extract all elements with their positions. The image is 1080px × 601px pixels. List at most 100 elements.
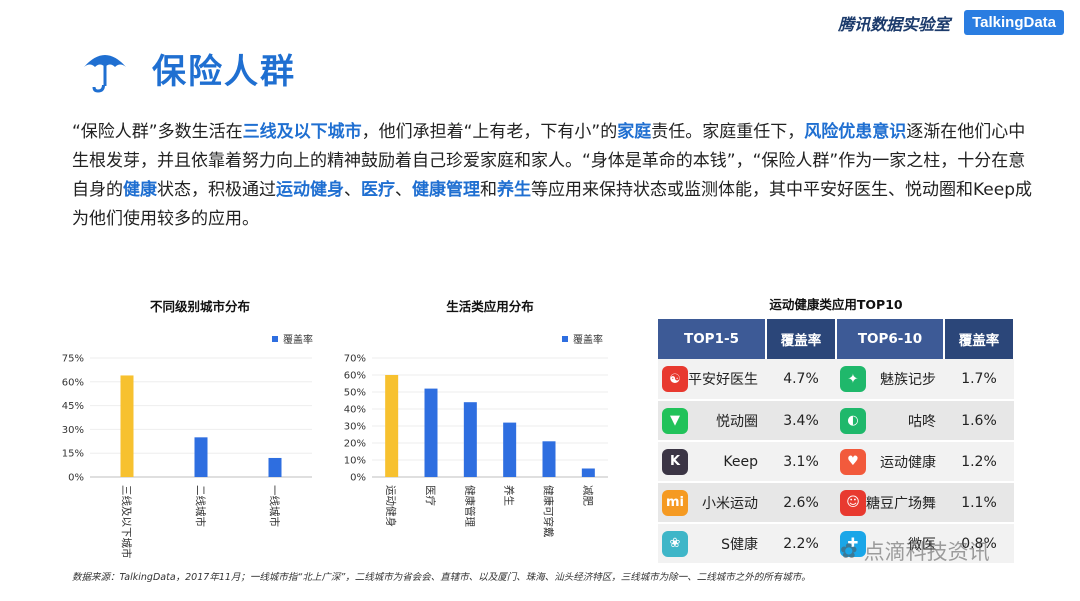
wechat-icon: ✿ — [840, 539, 858, 563]
x-tick-label: 二线城市 — [194, 485, 207, 527]
table-row: K Keep 3.1% ♥ 运动健康 1.2% — [658, 441, 1014, 483]
bar — [463, 402, 477, 477]
highlight-text: 运动健身 — [276, 180, 344, 200]
bar — [120, 375, 134, 477]
chart2-legend-label: 覆盖率 — [573, 335, 603, 346]
y-tick-label: 0% — [68, 473, 84, 484]
mi-fit-icon: mi — [662, 489, 688, 516]
table-row: ▼ 悦动圈 3.4% ◐ 咕咚 1.6% — [658, 400, 1014, 442]
chart1-svg: 0% 15% 30% 45% 60% 75% 三线及以下城市 二线城市 一线城市 — [62, 354, 312, 559]
s-health-icon: ❀ — [662, 530, 688, 557]
x-tick-label: 三线及以下城市 — [120, 485, 133, 559]
app-cell: ☯ 平安好医生 — [658, 359, 766, 401]
x-tick-label: 养生 — [503, 485, 516, 506]
y-tick-label: 15% — [62, 449, 84, 460]
intro-text: 、 — [344, 180, 361, 200]
chart1-legend-label: 覆盖率 — [283, 335, 313, 346]
table-row: mi 小米运动 2.6% ☺ 糖豆广场舞 1.1% — [658, 482, 1014, 524]
weiyi-icon: ✚ — [840, 530, 866, 557]
intro-text: 、 — [395, 180, 412, 200]
y-tick-label: 60% — [344, 371, 366, 382]
huawei-health-icon: ♥ — [840, 448, 866, 475]
watermark: ✿ 点滴科技资讯 — [840, 536, 990, 566]
y-tick-label: 0% — [350, 473, 366, 484]
app-rate: 2.2% — [766, 523, 836, 565]
yuedong-icon: ▼ — [662, 407, 688, 434]
chart2-svg: 0% 10% 20% 30% 40% 50% 60% 70% 运动健身 医疗 健康管理 养生 健康可穿戴… — [344, 354, 608, 538]
intro-text: 逐渐在他们心中生根发芽，并且依靠着努力向上的精神鼓励着自己珍爱家庭和家人。“身体… — [72, 122, 1026, 200]
app-cell: ❀ S健康 — [658, 523, 766, 565]
app-cell: ✚ 微医 — [836, 523, 944, 565]
x-tick-label: 健康管理 — [463, 485, 476, 527]
app-rate: 0.8% — [944, 523, 1014, 565]
bar — [268, 457, 282, 477]
y-tick-label: 70% — [344, 354, 366, 365]
header-top1-5: TOP1-5 — [658, 319, 767, 359]
intro-text: 状态，积极通过 — [157, 180, 276, 200]
legend-swatch — [272, 335, 278, 342]
app-cell: K Keep — [658, 441, 766, 483]
legend-swatch — [562, 335, 568, 342]
top10-table: TOP1-5 覆盖率 TOP6-10 覆盖率 ☯ 平安好医生 4.7% ✦ 魅族记步 1.… — [658, 319, 1015, 565]
table-row: ☯ 平安好医生 4.7% ✦ 魅族记步 1.7% — [658, 359, 1014, 401]
header-rate-1: 覆盖率 — [766, 319, 837, 359]
app-cell: ☺ 糖豆广场舞 — [836, 482, 944, 524]
tangdou-icon: ☺ — [840, 489, 866, 516]
page-title: 保险人群 — [152, 52, 296, 92]
header-brand: 腾讯数据实验室 TalkingData — [838, 10, 1064, 35]
meizu-walk-icon: ✦ — [840, 366, 866, 392]
app-rate: 1.2% — [944, 441, 1014, 483]
footnote: 数据来源：TalkingData，2017年11月；一线城市指“北上广深”，二线… — [72, 572, 811, 583]
pingan-icon: ☯ — [662, 366, 688, 392]
app-rate: 4.7% — [766, 359, 836, 401]
bar — [542, 441, 556, 477]
y-tick-label: 20% — [344, 439, 366, 450]
header-top6-10: TOP6-10 — [836, 319, 945, 359]
umbrella-icon — [84, 54, 126, 93]
app-cell: ♥ 运动健康 — [836, 441, 944, 483]
x-tick-label: 减肥 — [581, 485, 593, 506]
bar — [194, 437, 208, 477]
title-row: 保险人群 — [82, 44, 296, 93]
watermark-text: 点滴科技资讯 — [863, 540, 990, 564]
app-cell: ✦ 魅族记步 — [836, 359, 944, 401]
app-name: 运动健康 — [880, 454, 936, 471]
app-cell: ◐ 咕咚 — [836, 400, 944, 442]
top10-title: 运动健康类应用TOP10 — [769, 297, 903, 312]
highlight-text: 三线及以下城市 — [242, 122, 362, 142]
highlight-text: 家庭 — [617, 122, 652, 142]
bar — [581, 468, 595, 477]
highlight-text: 医疗 — [361, 180, 395, 200]
app-rate: 3.1% — [766, 441, 836, 483]
app-name: 微医 — [908, 536, 936, 553]
app-cell: mi 小米运动 — [658, 482, 766, 524]
bar — [385, 375, 399, 477]
app-name: Keep — [723, 453, 758, 470]
intro-text: ，他们承担着“上有老，下有小”的 — [361, 122, 618, 142]
intro-text: “保险人群”多数生活在 — [72, 122, 243, 142]
app-rate: 1.6% — [944, 400, 1014, 442]
chart1-legend: 覆盖率 — [272, 331, 313, 346]
app-rate: 3.4% — [766, 400, 836, 442]
x-tick-label: 医疗 — [424, 485, 437, 506]
highlight-text: 健康管理 — [412, 180, 480, 200]
app-name: 平安好医生 — [688, 372, 758, 388]
intro-paragraph: “保险人群”多数生活在三线及以下城市，他们承担着“上有老，下有小”的家庭责任。家… — [72, 118, 1032, 234]
codoon-icon: ◐ — [840, 407, 866, 434]
highlight-text: 健康 — [123, 180, 157, 200]
app-name: 糖豆广场舞 — [866, 495, 936, 512]
intro-text: 责任。家庭重任下， — [651, 122, 805, 142]
y-tick-label: 30% — [344, 422, 366, 433]
y-tick-label: 10% — [344, 456, 366, 467]
bar — [424, 388, 438, 477]
app-name: 小米运动 — [702, 495, 758, 512]
app-rate: 1.1% — [944, 482, 1014, 524]
table-row: ❀ S健康 2.2% ✚ 微医 0.8% — [658, 523, 1014, 565]
y-tick-label: 40% — [344, 405, 366, 416]
chart2-title: 生活类应用分布 — [446, 299, 534, 314]
intro-text: 和 — [480, 180, 497, 200]
highlight-text: 风险优患意识 — [804, 122, 907, 142]
chart2-legend: 覆盖率 — [562, 331, 603, 346]
x-tick-label: 运动健身 — [385, 485, 398, 527]
app-rate: 1.7% — [944, 359, 1014, 401]
